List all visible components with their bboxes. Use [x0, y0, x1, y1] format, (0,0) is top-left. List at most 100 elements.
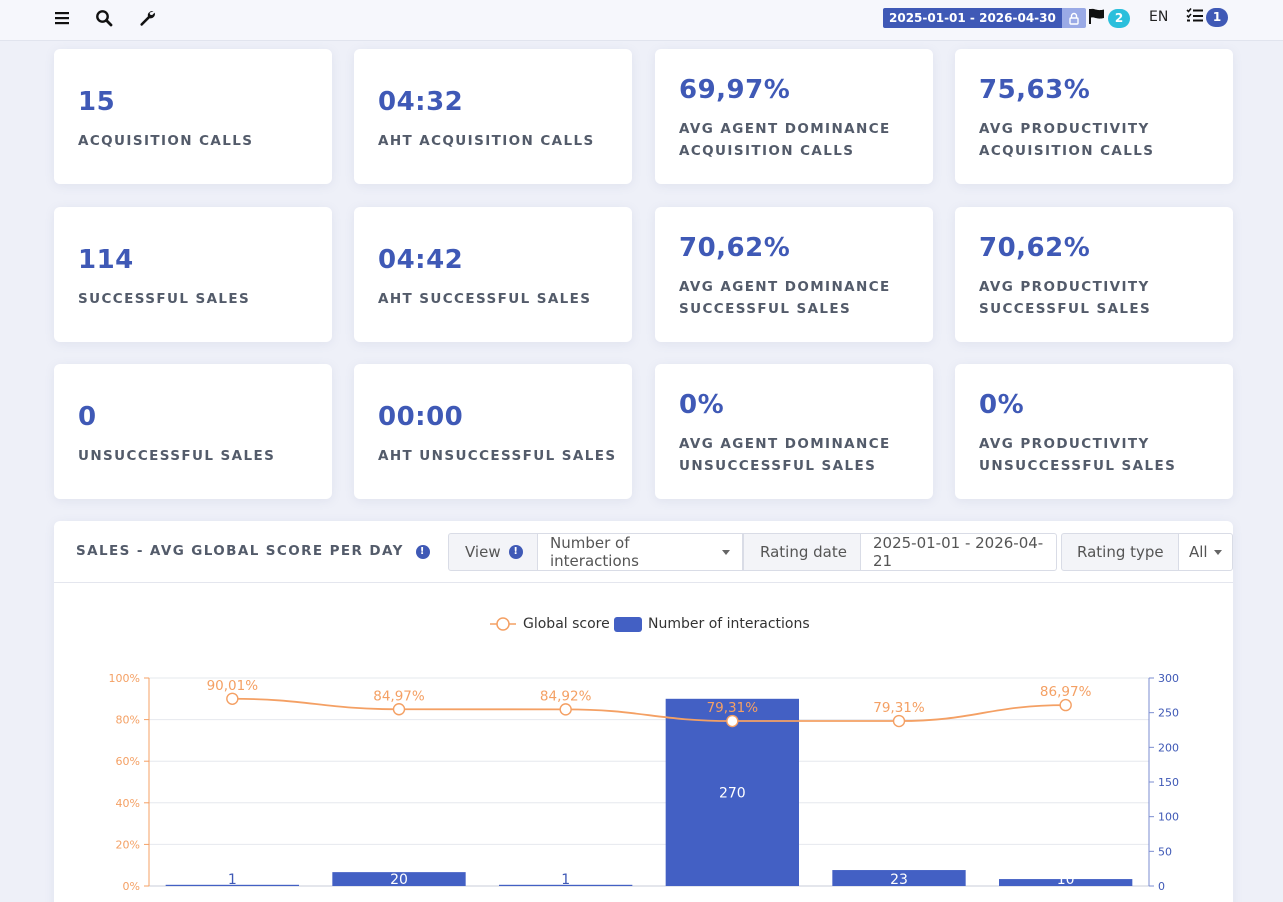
- wrench-icon[interactable]: [136, 7, 158, 29]
- view-select[interactable]: Number of interactions: [537, 533, 743, 571]
- line-data-label: 84,97%: [373, 688, 425, 704]
- kpi-label: AVG AGENT DOMINANCE UNSUCCESSFUL SALES: [679, 436, 891, 474]
- legend-item-number-of-interactions[interactable]: Number of interactions: [614, 616, 810, 632]
- kpi-value: 70,62%: [979, 233, 1091, 263]
- kpi-card-successful-sales: 114 SUCCESSFUL SALES: [54, 207, 332, 342]
- line-data-label: 90,01%: [207, 678, 259, 694]
- chart-panel: SALES - AVG GLOBAL SCORE PER DAY ! View …: [54, 521, 1233, 902]
- y-right-tick-label: 100: [1158, 811, 1179, 824]
- kpi-value: 04:42: [378, 245, 464, 275]
- chart-area: Global score Number of interactions 0% 20…: [54, 584, 1233, 902]
- rating-date-input[interactable]: 2025-01-01 - 2026-04-21: [860, 533, 1057, 571]
- chart-bar: [832, 870, 966, 886]
- kpi-label: AHT SUCCESSFUL SALES: [378, 291, 592, 307]
- y-left-tick-label: 100%: [109, 672, 140, 685]
- kpi-label: UNSUCCESSFUL SALES: [78, 448, 276, 464]
- kpi-value: 04:32: [378, 87, 464, 117]
- y-left-tick-label: 40%: [116, 797, 140, 810]
- kpi-label: AVG AGENT DOMINANCE SUCCESSFUL SALES: [679, 279, 891, 317]
- kpi-card-aht-unsuccessful-sales: 00:00 AHT UNSUCCESSFUL SALES: [354, 364, 632, 499]
- kpi-value: 75,63%: [979, 75, 1091, 105]
- chart-bar: [332, 872, 466, 886]
- kpi-label: SUCCESSFUL SALES: [78, 291, 251, 307]
- line-point: [392, 703, 406, 716]
- kpi-label: AHT ACQUISITION CALLS: [378, 133, 595, 149]
- y-right-tick-label: 200: [1158, 741, 1179, 754]
- kpi-label: AVG PRODUCTIVITY ACQUISITION CALLS: [979, 121, 1155, 159]
- line-point: [726, 714, 739, 728]
- lock-icon[interactable]: [1061, 8, 1086, 28]
- chart-bar: [665, 698, 799, 886]
- kpi-value: 0%: [679, 390, 725, 420]
- bar-data-label: 1: [228, 872, 237, 888]
- kpi-card-aht-acquisition-calls: 04:32 AHT ACQUISITION CALLS: [354, 49, 632, 184]
- chart-panel-header: SALES - AVG GLOBAL SCORE PER DAY ! View …: [54, 521, 1233, 583]
- kpi-card-agent-dominance-acquisition: 69,97% AVG AGENT DOMINANCE ACQUISITION CA…: [655, 49, 933, 184]
- kpi-card-acquisition-calls: 15 ACQUISITION CALLS: [54, 49, 332, 184]
- line-point: [1059, 698, 1072, 712]
- kpi-value: 114: [78, 245, 134, 275]
- flags-button[interactable]: 2: [1088, 8, 1130, 29]
- rating-type-select[interactable]: All: [1178, 533, 1233, 571]
- kpi-value: 0%: [979, 390, 1025, 420]
- kpi-label: AHT UNSUCCESSFUL SALES: [378, 448, 617, 464]
- line-data-label: 86,97%: [1040, 684, 1092, 700]
- search-icon[interactable]: [93, 7, 115, 29]
- combo-chart: Global score Number of interactions 0% 20…: [109, 616, 1179, 893]
- rating-date-label: Rating date: [743, 533, 861, 571]
- kpi-card-agent-dominance-unsuccessful: 0% AVG AGENT DOMINANCE UNSUCCESSFUL SALES: [655, 364, 933, 499]
- kpi-card-productivity-successful: 70,62% AVG PRODUCTIVITY SUCCESSFUL SALES: [955, 207, 1233, 342]
- info-icon[interactable]: !: [415, 545, 430, 559]
- date-range-badge[interactable]: 2025-01-01 - 2026-04-30: [883, 8, 1086, 28]
- tasks-icon: [1186, 7, 1204, 27]
- y-right-tick-label: 250: [1158, 707, 1179, 720]
- bar-data-label: 23: [890, 872, 908, 888]
- legend-item-global-score[interactable]: Global score: [490, 616, 610, 632]
- chart-legend: Global score Number of interactions: [490, 616, 810, 632]
- kpi-value: 00:00: [378, 402, 464, 432]
- kpi-card-productivity-unsuccessful: 0% AVG PRODUCTIVITY UNSUCCESSFUL SALES: [955, 364, 1233, 499]
- line-data-label: 84,92%: [540, 688, 592, 704]
- series-line-global-score: [232, 697, 1066, 722]
- chart-bar: [165, 884, 299, 886]
- tasks-count-badge: 1: [1206, 7, 1228, 27]
- line-point: [892, 714, 906, 728]
- y-right-tick-label: 150: [1158, 776, 1179, 789]
- view-label: View !: [448, 533, 538, 571]
- y-left-tick-label: 80%: [116, 714, 140, 727]
- date-range-text: 2025-01-01 - 2026-04-30: [883, 8, 1062, 28]
- kpi-label: ACQUISITION CALLS: [78, 133, 254, 149]
- kpi-value: 70,62%: [679, 233, 791, 263]
- line-data-label: 79,31%: [707, 700, 759, 716]
- y-left-tick-label: 20%: [116, 838, 140, 851]
- kpi-value: 15: [78, 87, 116, 117]
- y-left-tick-label: 0%: [123, 880, 140, 893]
- kpi-card-unsuccessful-sales: 0 UNSUCCESSFUL SALES: [54, 364, 332, 499]
- legend-label-number-of-interactions: Number of interactions: [648, 616, 810, 632]
- y-right-tick-label: 300: [1158, 672, 1179, 685]
- y-right-tick-label: 0: [1158, 880, 1165, 893]
- bar-data-label: 270: [719, 785, 746, 801]
- y-left-tick-label: 60%: [116, 755, 140, 768]
- y-right-tick-label: 50: [1158, 845, 1172, 858]
- flags-count-badge: 2: [1108, 9, 1130, 28]
- bar-data-label: 20: [390, 872, 408, 888]
- line-point: [559, 703, 572, 716]
- flag-icon: [1088, 8, 1106, 29]
- top-bar: 2025-01-01 - 2026-04-30 2 EN 1: [0, 0, 1283, 41]
- line-point: [226, 692, 239, 705]
- caret-down-icon: [1213, 549, 1222, 555]
- chart-bar: [499, 884, 633, 886]
- line-data-label: 79,31%: [873, 700, 925, 716]
- menu-icon[interactable]: [51, 7, 73, 29]
- bar-data-label: 1: [561, 872, 570, 888]
- bar-data-label: 10: [1057, 872, 1075, 888]
- kpi-card-agent-dominance-successful: 70,62% AVG AGENT DOMINANCE SUCCESSFUL SAL…: [655, 207, 933, 342]
- kpi-label: AVG AGENT DOMINANCE ACQUISITION CALLS: [679, 121, 891, 159]
- kpi-label: AVG PRODUCTIVITY SUCCESSFUL SALES: [979, 279, 1152, 317]
- language-selector[interactable]: EN: [1149, 9, 1169, 25]
- kpi-card-productivity-acquisition: 75,63% AVG PRODUCTIVITY ACQUISITION CALLS: [955, 49, 1233, 184]
- chart-bar: [999, 879, 1133, 886]
- tasks-button[interactable]: 1: [1186, 7, 1228, 27]
- info-icon[interactable]: !: [508, 545, 523, 559]
